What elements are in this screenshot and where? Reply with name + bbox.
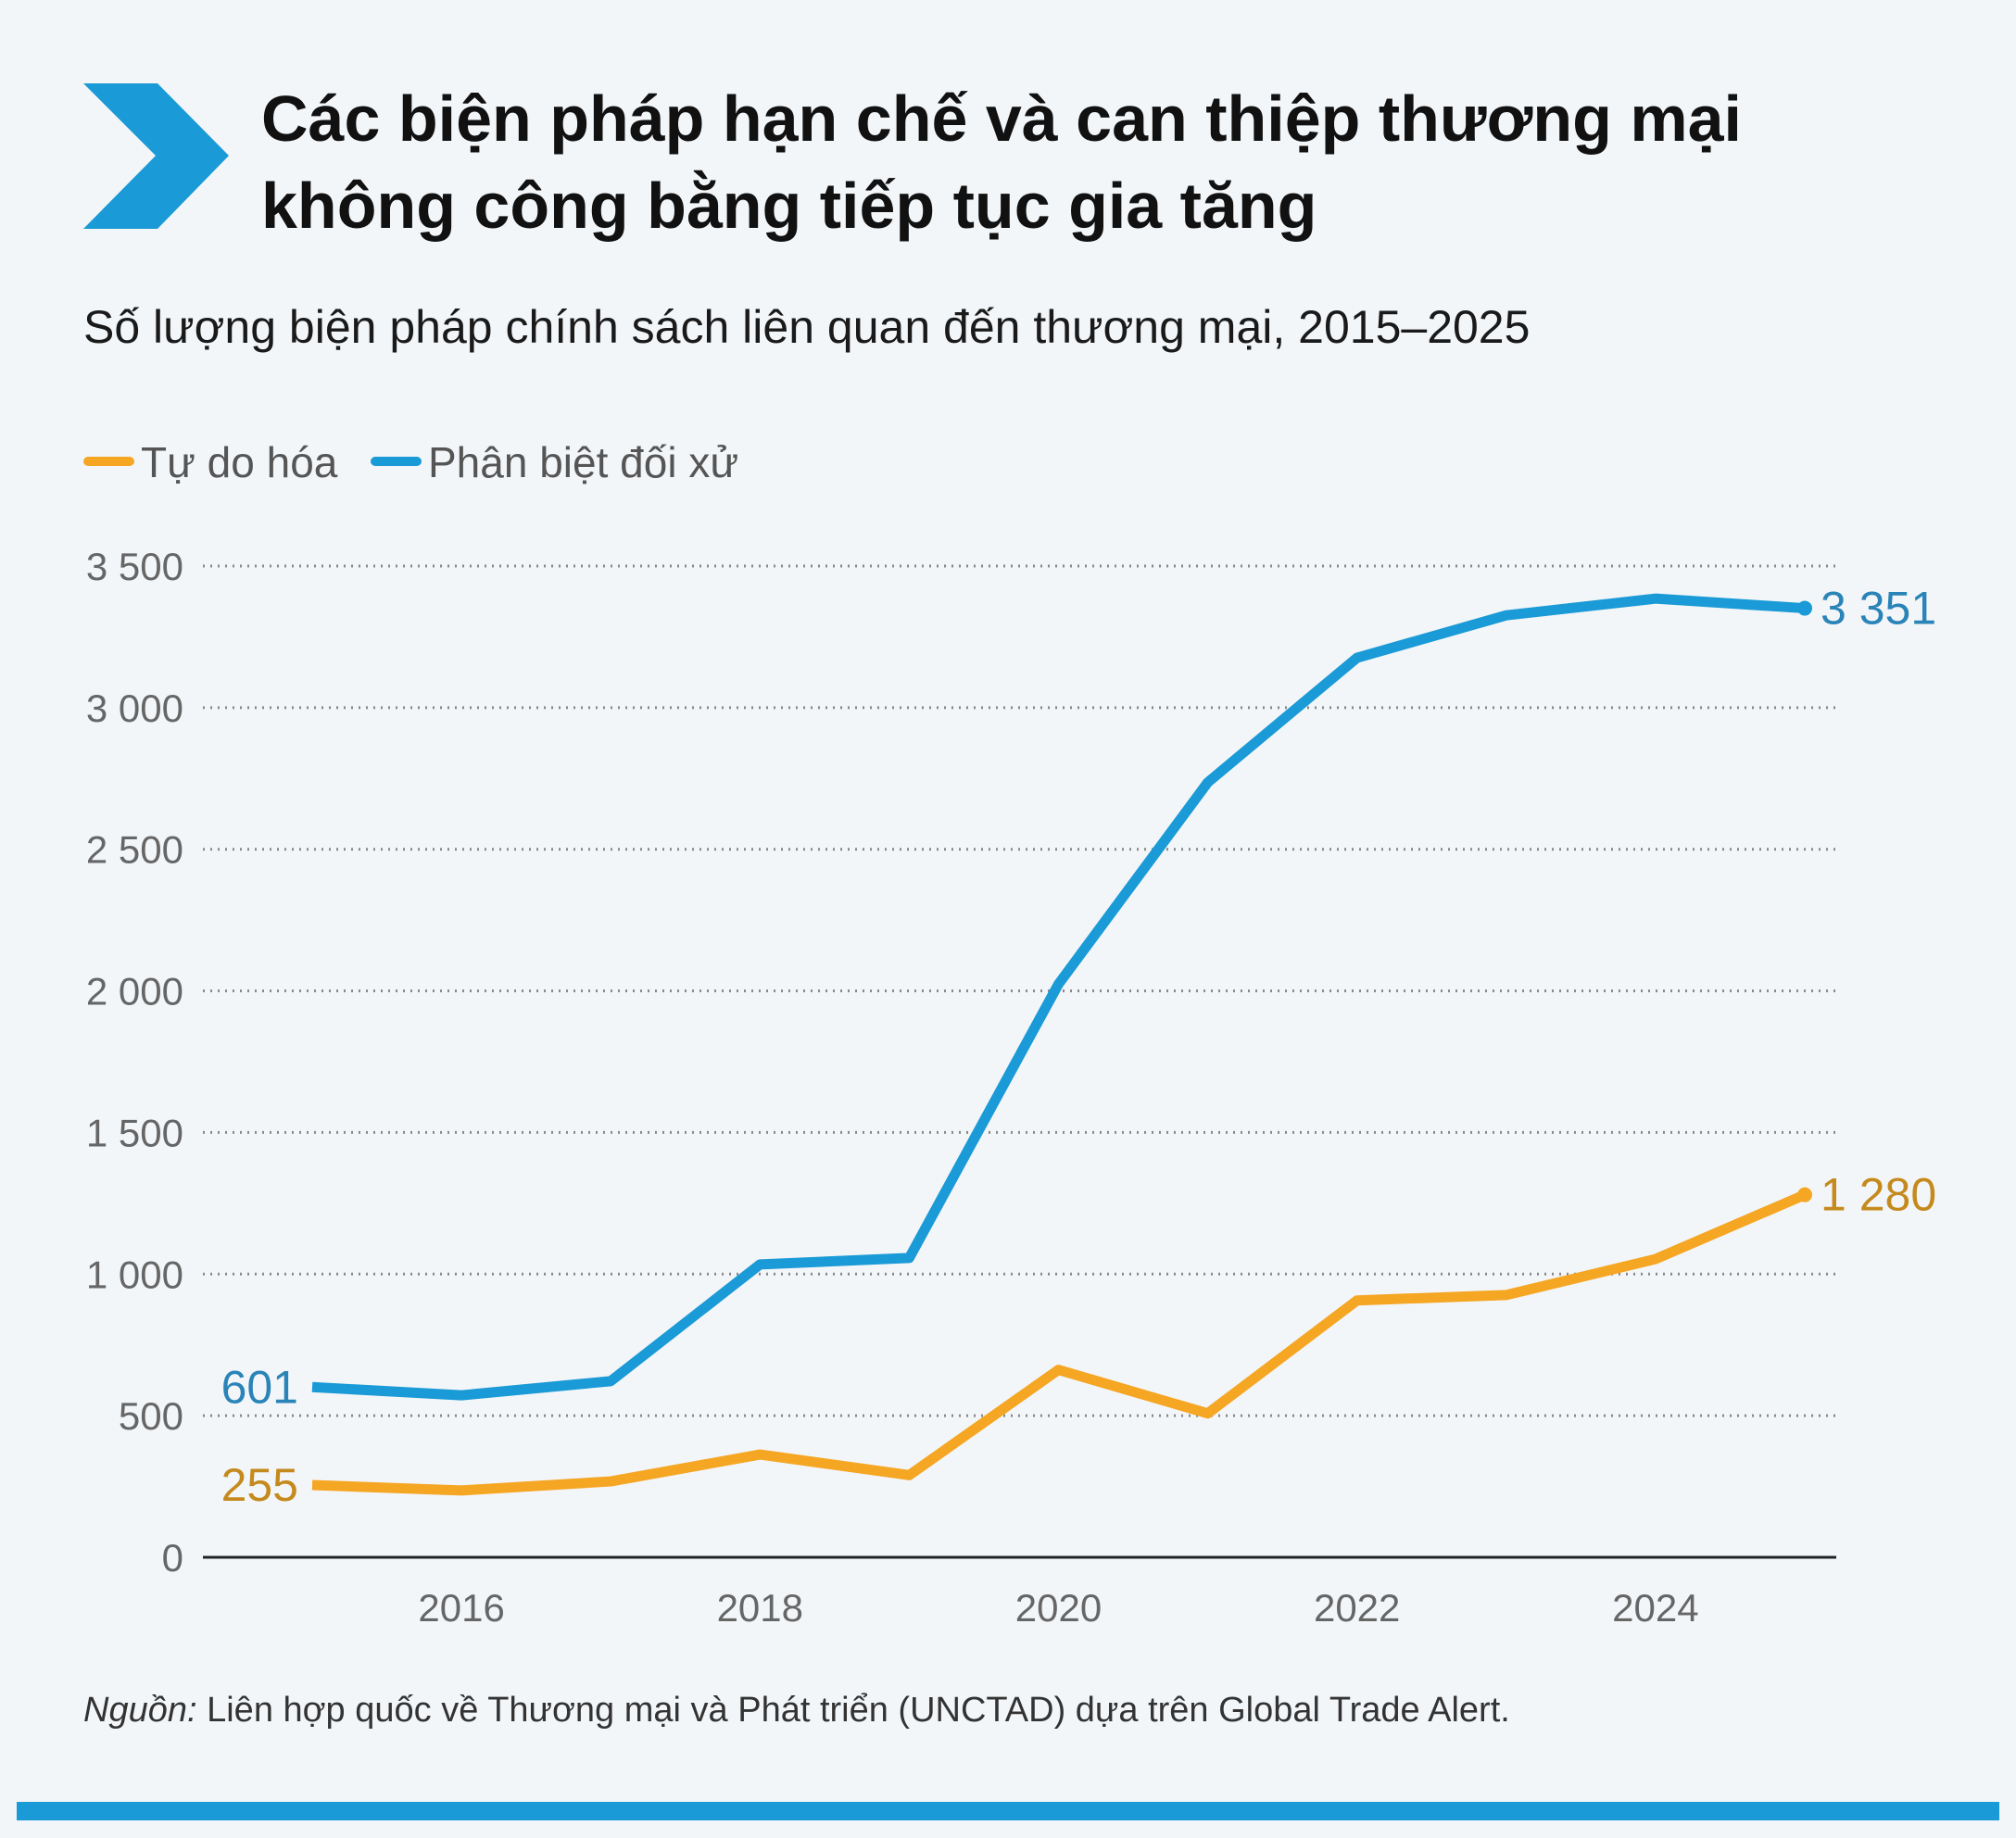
source-text: Liên hợp quốc về Thương mại và Phát triể…: [197, 1691, 1510, 1730]
y-tick-label: 0: [162, 1536, 183, 1580]
y-axis-ticks: 0 500 1 000 1 500 2 000 2 500 3 000 3 500: [86, 545, 183, 1580]
chart-subtitle: Số lượng biện pháp chính sách liên quan …: [83, 301, 1530, 353]
x-tick-label: 2016: [418, 1586, 504, 1630]
x-tick-label: 2022: [1314, 1586, 1400, 1630]
y-tick-label: 2 500: [86, 828, 183, 872]
gridlines: [203, 564, 1836, 1417]
legend-label-liberalizing: Tự do hóa: [141, 438, 338, 486]
chart-title-line2: không công bằng tiếp tục gia tăng: [261, 170, 1317, 242]
series-lines: [311, 593, 1812, 1496]
y-tick-label: 3 500: [86, 545, 183, 588]
end-value-label: 1 280: [1821, 1169, 1936, 1221]
source-note: Nguồn: Liên hợp quốc về Thương mại và Ph…: [83, 1691, 1510, 1730]
y-tick-label: 1 000: [86, 1253, 183, 1296]
y-tick-label: 1 500: [86, 1111, 183, 1154]
data-labels: 255 1 280 601 3 351: [221, 583, 1937, 1511]
end-value-label: 3 351: [1821, 583, 1936, 635]
y-tick-label: 3 000: [86, 686, 183, 730]
bottom-accent-bar: [17, 1802, 1999, 1820]
start-value-label: 601: [221, 1361, 298, 1413]
x-tick-label: 2020: [1015, 1586, 1102, 1630]
chart-title-line1: Các biện pháp hạn chế và can thiệp thươn…: [261, 82, 1742, 155]
x-tick-label: 2018: [717, 1586, 803, 1630]
data-point: [1797, 600, 1812, 616]
chevron-right-icon: [83, 83, 229, 229]
start-value-label: 255: [221, 1459, 298, 1511]
legend: Tự do hóa Phân biệt đối xử: [83, 438, 738, 486]
y-tick-label: 2 000: [86, 970, 183, 1013]
y-tick-label: 500: [119, 1394, 183, 1438]
legend-label-discriminatory: Phân biệt đối xử: [428, 438, 738, 486]
source-label: Nguồn:: [83, 1691, 197, 1730]
series-line-1: [311, 593, 1806, 1401]
series-line-0: [311, 1190, 1808, 1496]
data-point: [1797, 1187, 1812, 1202]
x-axis-ticks: 2016 2018 2020 2022 2024: [418, 1586, 1698, 1630]
x-tick-label: 2024: [1612, 1586, 1698, 1630]
